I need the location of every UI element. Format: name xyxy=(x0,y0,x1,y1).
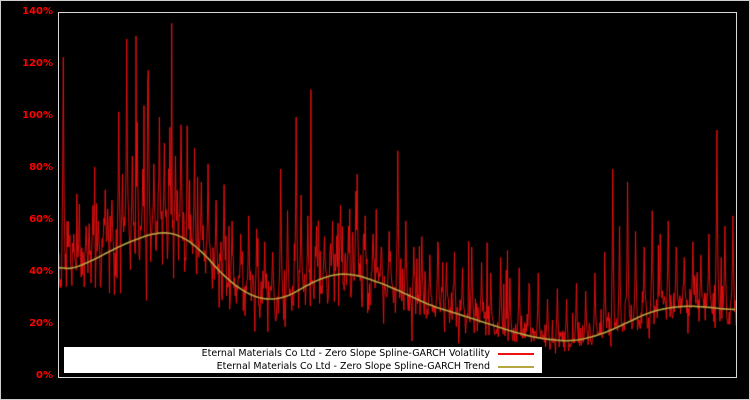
legend-item-trend: Eternal Materials Co Ltd - Zero Slope Sp… xyxy=(64,360,542,373)
legend-item-volatility: Eternal Materials Co Ltd - Zero Slope Sp… xyxy=(64,347,542,360)
y-axis-tick-label: 120% xyxy=(22,58,53,69)
y-axis-tick-label: 80% xyxy=(29,162,53,173)
y-axis-tick-label: 60% xyxy=(29,214,53,225)
legend-line-volatility xyxy=(498,352,534,355)
y-axis-tick-label: 140% xyxy=(22,6,53,17)
y-axis-tick-label: 20% xyxy=(29,318,53,329)
legend-label-trend: Eternal Materials Co Ltd - Zero Slope Sp… xyxy=(216,360,490,372)
chart-legend: Eternal Materials Co Ltd - Zero Slope Sp… xyxy=(63,346,543,374)
plot-canvas xyxy=(59,13,736,377)
plot-area xyxy=(58,12,737,378)
legend-line-trend xyxy=(498,365,534,368)
legend-label-volatility: Eternal Materials Co Ltd - Zero Slope Sp… xyxy=(201,347,490,359)
y-axis-tick-label: 40% xyxy=(29,266,53,277)
y-axis-tick-label: 100% xyxy=(22,110,53,121)
y-axis-tick-label: 0% xyxy=(36,370,53,381)
